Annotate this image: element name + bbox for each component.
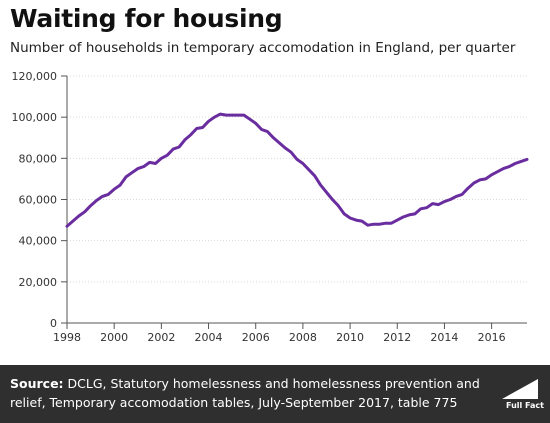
x-tick-label: 2010 — [336, 331, 364, 344]
x-tick-label: 1998 — [53, 331, 81, 344]
source-text: DCLG, Statutory homelessness and homeles… — [10, 376, 480, 410]
x-tick-label: 2006 — [242, 331, 270, 344]
x-tick-label: 2004 — [195, 331, 223, 344]
chart-subtitle: Number of households in temporary accomo… — [10, 40, 516, 56]
series-line — [65, 112, 529, 228]
full-fact-logo-icon — [502, 379, 538, 399]
y-tick-label: 100,000 — [12, 111, 58, 124]
y-tick-label: 120,000 — [12, 70, 58, 83]
logo-text: Full Fact — [506, 401, 544, 410]
line-chart: 0 20,000 40,000 60,000 80,000 100,000 120,000 1… — [12, 70, 529, 344]
x-tick-label: 2000 — [100, 331, 128, 344]
source-note: Source: DCLG, Statutory homelessness and… — [10, 374, 480, 412]
y-tick-label: 20,000 — [19, 276, 58, 289]
y-tick-label: 60,000 — [19, 194, 58, 207]
y-tick-label: 80,000 — [19, 152, 58, 165]
x-tick-label: 2008 — [289, 331, 317, 344]
source-label: Source: — [10, 376, 64, 391]
y-tick-label: 0 — [50, 317, 57, 330]
chart-title: Waiting for housing — [10, 4, 283, 33]
x-tick-label: 2012 — [383, 331, 411, 344]
footer: Source: DCLG, Statutory homelessness and… — [0, 365, 550, 423]
x-tick-label: 2016 — [478, 331, 506, 344]
x-tick-label: 2014 — [430, 331, 458, 344]
x-tick-label: 2002 — [147, 331, 175, 344]
y-tick-label: 40,000 — [19, 235, 58, 248]
